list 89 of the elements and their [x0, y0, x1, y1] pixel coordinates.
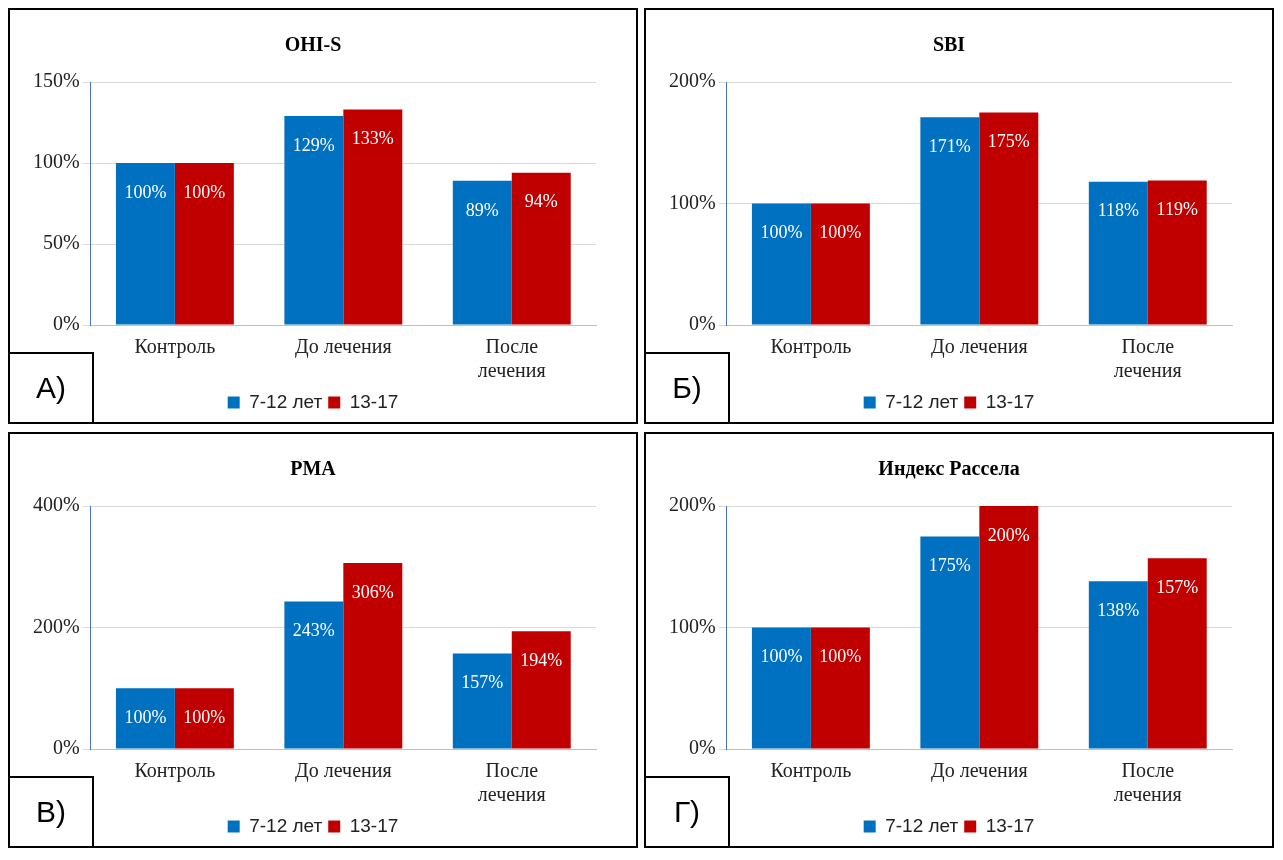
chart-title: PMA: [290, 457, 337, 480]
legend-label: 13-17: [349, 390, 399, 412]
bar: [511, 172, 571, 325]
data-label: 138%: [1097, 600, 1140, 621]
x-tick-label: Контроль: [770, 759, 852, 783]
y-tick-label: 200%: [668, 69, 716, 92]
data-label: 175%: [987, 131, 1030, 152]
bar: [174, 688, 234, 749]
legend-label: 13-17: [985, 814, 1035, 836]
data-label: 94%: [524, 191, 558, 212]
legend-label: 13-17: [985, 390, 1035, 412]
x-tick-label: После лечения: [1113, 335, 1182, 382]
bar: [979, 112, 1039, 325]
bar: [751, 203, 811, 325]
text: Б): [644, 352, 730, 424]
y-tick-label: 100%: [668, 614, 716, 637]
bar: [343, 563, 403, 749]
data-label: 175%: [928, 555, 971, 576]
bar: [115, 688, 175, 749]
bar: [810, 203, 870, 325]
chart-title: OHI-S: [284, 33, 342, 56]
data-label: 200%: [987, 524, 1030, 545]
x-tick-label: До лечения: [931, 759, 1028, 783]
legend-label: 13-17: [349, 814, 399, 836]
data-label: 100%: [760, 222, 803, 243]
chart-title: Индекс Рассела: [878, 457, 1020, 480]
text: В): [8, 776, 94, 848]
legend-label: 7-12 лет: [885, 390, 959, 412]
data-label: 157%: [1156, 576, 1199, 597]
bar: [920, 117, 980, 325]
y-tick-label: 200%: [32, 614, 80, 637]
x-tick-label: После лечения: [1113, 759, 1182, 806]
bar: [920, 536, 980, 749]
y-tick-label: 0%: [688, 312, 716, 335]
bar: [1088, 181, 1148, 325]
data-label: 171%: [928, 135, 971, 156]
data-label: 100%: [124, 181, 167, 202]
data-label: 243%: [292, 620, 335, 641]
x-tick-label: До лечения: [295, 335, 392, 359]
bar: [452, 180, 512, 325]
text: А): [8, 352, 94, 424]
bar: [751, 627, 811, 749]
x-tick-label: После лечения: [477, 335, 546, 382]
data-label: 129%: [292, 134, 335, 155]
data-label: 100%: [819, 222, 862, 243]
data-label: 100%: [183, 706, 226, 727]
x-tick-label: Контроль: [770, 335, 852, 359]
x-tick-label: До лечения: [295, 759, 392, 783]
chart-title: SBI: [932, 33, 966, 56]
data-label: 194%: [520, 649, 563, 670]
bar: [511, 631, 571, 749]
bar: [1147, 558, 1207, 749]
bar: [1147, 180, 1207, 325]
legend-label: 7-12 лет: [249, 814, 323, 836]
bar: [284, 116, 344, 325]
y-tick-label: 150%: [32, 69, 80, 92]
x-tick-label: Контроль: [134, 759, 216, 783]
data-label: 100%: [124, 706, 167, 727]
data-label: 157%: [461, 672, 504, 693]
bar: [115, 163, 175, 325]
data-label: 100%: [819, 646, 862, 667]
y-tick-label: 100%: [668, 190, 716, 213]
x-tick-label: После лечения: [477, 759, 546, 806]
data-label: 89%: [465, 199, 499, 220]
data-label: 100%: [760, 646, 803, 667]
text: Г): [644, 776, 730, 848]
data-label: 119%: [1156, 199, 1198, 220]
y-tick-label: 100%: [32, 150, 80, 173]
y-tick-label: 0%: [52, 736, 80, 759]
legend-label: 7-12 лет: [249, 390, 323, 412]
bar: [979, 506, 1039, 749]
bar: [343, 109, 403, 325]
bar: [1088, 581, 1148, 749]
bar: [174, 163, 234, 325]
bar: [810, 627, 870, 749]
data-label: 306%: [351, 581, 394, 602]
data-label: 100%: [183, 181, 226, 202]
y-tick-label: 0%: [52, 312, 80, 335]
bar: [452, 653, 512, 749]
y-tick-label: 200%: [668, 493, 716, 516]
bar: [284, 601, 344, 749]
y-tick-label: 0%: [688, 736, 716, 759]
x-tick-label: До лечения: [931, 335, 1028, 359]
y-tick-label: 50%: [42, 231, 80, 254]
legend-label: 7-12 лет: [885, 814, 959, 836]
data-label: 118%: [1097, 200, 1139, 221]
data-label: 133%: [351, 128, 394, 149]
x-tick-label: Контроль: [134, 335, 216, 359]
y-tick-label: 400%: [32, 493, 80, 516]
